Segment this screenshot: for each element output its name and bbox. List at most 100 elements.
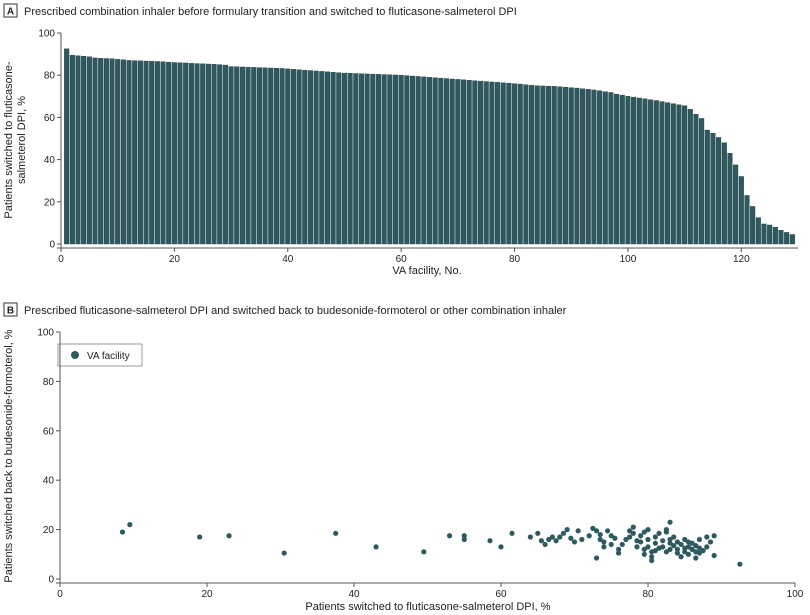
bar <box>358 73 364 245</box>
scatter-point <box>571 539 578 545</box>
scatter-point <box>509 530 515 536</box>
scatter-point <box>579 536 585 543</box>
panel-b-x-tick-label: 40 <box>348 589 360 600</box>
bar <box>455 79 461 245</box>
scatter-point <box>667 546 673 552</box>
scatter-point <box>737 561 743 567</box>
scatter-point <box>704 544 710 550</box>
bar <box>313 70 319 245</box>
bar <box>546 85 552 245</box>
scatter-point <box>597 536 603 543</box>
scatter-point <box>498 544 504 550</box>
bar <box>478 80 484 245</box>
scatter-point <box>693 543 699 549</box>
bar <box>353 73 359 245</box>
panel-b-x-tick-label: 100 <box>787 589 804 600</box>
bar <box>716 137 722 245</box>
scatter-point <box>542 541 548 548</box>
panel-a-header: A Prescribed combination inhaler before … <box>3 3 517 18</box>
panel-a-y-tick-label: 0 <box>49 240 55 251</box>
bar <box>166 61 172 245</box>
scatter-point <box>560 530 567 536</box>
scatter-point <box>527 534 534 540</box>
panel-a-y-tick-label: 20 <box>44 197 56 208</box>
scatter-point <box>652 540 658 546</box>
bar <box>217 64 223 245</box>
bar <box>614 93 620 245</box>
bar <box>557 86 563 245</box>
panel-a-xlabel: VA facility, No. <box>392 265 461 277</box>
bar <box>710 133 716 245</box>
bar <box>228 66 234 245</box>
scatter-point <box>663 527 669 533</box>
scatter-point <box>678 554 684 560</box>
bar <box>234 66 240 245</box>
bar <box>608 92 614 245</box>
scatter-point <box>608 533 614 539</box>
panel-a-x-tick-label: 120 <box>733 254 750 265</box>
scatter-point <box>373 544 379 550</box>
scatter-point <box>604 528 611 534</box>
bar <box>670 103 676 245</box>
bar <box>506 83 512 245</box>
bar <box>115 59 121 245</box>
scatter-point <box>446 533 453 539</box>
panel-b-y-tick-label: 80 <box>43 377 55 388</box>
bar <box>103 58 109 245</box>
panel-b-x-tick-label: 80 <box>642 589 654 600</box>
panel-b-ylabel: Patients switched back to budesonide-for… <box>3 329 15 582</box>
bar <box>222 64 228 245</box>
bar <box>81 56 87 245</box>
scatter-point <box>638 533 644 539</box>
scatter-point <box>630 530 636 536</box>
bar <box>370 73 376 245</box>
scatter-point <box>649 557 655 564</box>
bar <box>704 129 710 245</box>
scatter-point <box>119 529 126 535</box>
bar <box>143 60 149 245</box>
scatter-point <box>538 538 545 544</box>
panel-a-y-tick-label: 60 <box>44 113 56 124</box>
bar <box>160 61 166 245</box>
bar <box>375 74 381 245</box>
scatter-point <box>656 530 662 536</box>
bar <box>409 75 416 245</box>
scatter-point <box>627 534 633 540</box>
scatter-point <box>575 528 581 534</box>
scatter-point <box>281 550 287 556</box>
scatter-point <box>638 539 644 545</box>
scatter-point <box>652 534 658 540</box>
bar <box>296 69 302 245</box>
bar <box>426 77 433 245</box>
bar <box>761 223 767 245</box>
bar <box>285 68 291 245</box>
panel-a-y-tick-label: 40 <box>44 155 56 166</box>
bar <box>744 195 750 245</box>
bar <box>64 48 70 245</box>
scatter-point <box>549 534 556 540</box>
bar <box>205 63 211 245</box>
bar <box>631 96 637 245</box>
bar <box>387 74 393 245</box>
panel-b-plot: Patients switched back to budesonide-for… <box>3 328 804 614</box>
bar <box>687 109 693 245</box>
bar <box>653 100 659 245</box>
bar <box>171 62 177 245</box>
bar <box>438 77 444 245</box>
bar <box>341 72 347 245</box>
scatter-point <box>630 524 636 530</box>
scatter-point <box>682 549 688 555</box>
bar <box>239 66 245 245</box>
panel-b-x-tick-label: 0 <box>57 589 63 600</box>
scatter-point <box>711 533 717 539</box>
panel-a-ylabel-line2: salmeterol DPI, % <box>16 96 28 184</box>
bar <box>149 61 155 245</box>
bar <box>784 232 790 245</box>
bar <box>273 68 279 245</box>
bar <box>194 63 200 245</box>
panel-b-title: Prescribed fluticasone-salmeterol DPI an… <box>24 305 567 317</box>
bar <box>330 72 336 245</box>
scatter-point <box>685 551 692 557</box>
bar <box>86 56 92 245</box>
bar <box>302 69 308 245</box>
